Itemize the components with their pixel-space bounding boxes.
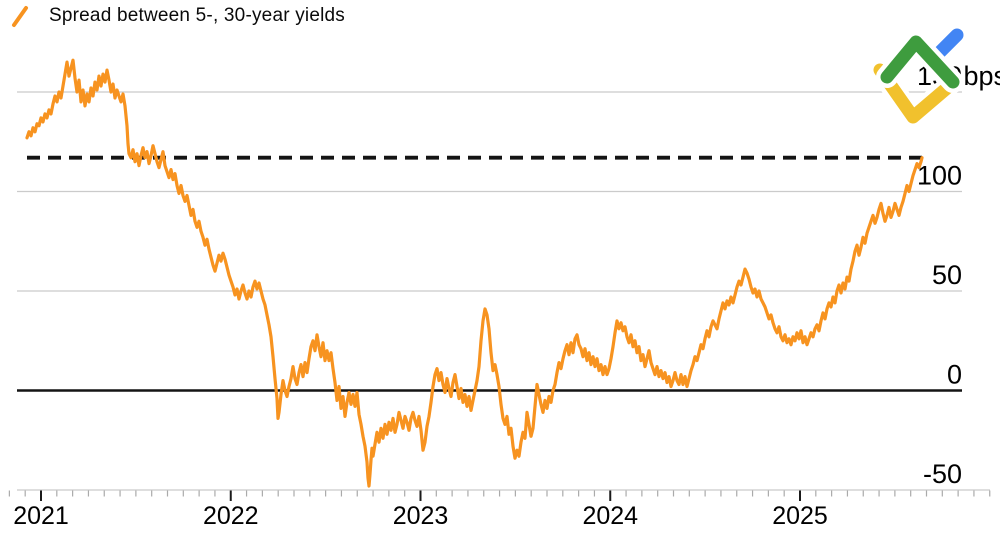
x-tick-label: 2022	[203, 502, 259, 530]
x-tick-label: 2023	[393, 502, 449, 530]
x-tick-label: 2021	[13, 502, 69, 530]
y-tick-label: -50	[923, 459, 962, 489]
green-zigzag-stroke	[880, 35, 960, 89]
litefinance-logo	[869, 24, 968, 128]
x-tick-label: 2024	[582, 502, 638, 530]
legend: Spread between 5-, 30-year yields	[8, 1, 345, 31]
y-tick-label: 100	[917, 161, 962, 191]
spread-line-series	[25, 58, 924, 488]
y-tick-label: 0	[947, 360, 962, 390]
legend-label: Spread between 5-, 30-year yields	[49, 5, 345, 26]
y-tick-label: 50	[932, 260, 962, 290]
y-tick-unit: bps	[964, 61, 1000, 91]
legend-line-icon	[12, 6, 28, 27]
x-tick-label: 2025	[772, 502, 828, 530]
